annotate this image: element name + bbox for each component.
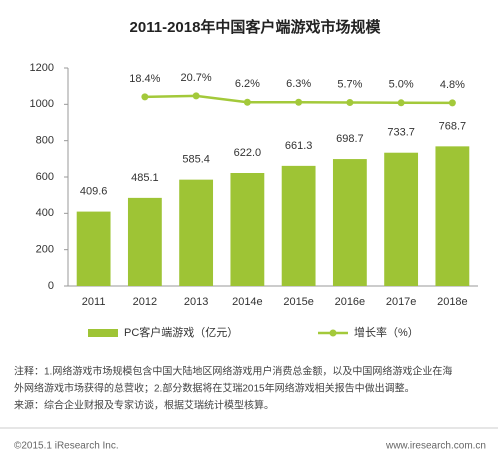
data-label: 409.6 bbox=[80, 185, 108, 197]
y-tick-label: 1000 bbox=[30, 98, 54, 110]
x-tick-label: 2017e bbox=[386, 296, 417, 308]
legend-swatch bbox=[329, 329, 337, 337]
bar bbox=[332, 159, 367, 286]
data-label: 585.4 bbox=[182, 154, 210, 166]
y-tick-label: 1200 bbox=[30, 62, 54, 74]
bar bbox=[179, 179, 214, 286]
note: 注释：1.网络游戏市场规模包含中国大陆地区网络游戏用户消费总金额，以及中国网络游… bbox=[14, 365, 452, 378]
x-tick-label: 2018e bbox=[437, 296, 468, 308]
data-label: 5.7% bbox=[337, 78, 362, 90]
x-tick-label: 2016e bbox=[335, 296, 366, 308]
y-tick-label: 400 bbox=[36, 207, 54, 219]
legend-label: PC客户端游戏（亿元） bbox=[124, 325, 238, 339]
bar bbox=[384, 152, 419, 286]
note: 来源：综合企业财报及专家访谈，根据艾瑞统计模型核算。 bbox=[14, 399, 274, 412]
chart-title: 2011-2018年中国客户端游戏市场规模 bbox=[130, 18, 382, 36]
data-label: 6.3% bbox=[286, 78, 311, 90]
y-tick-label: 0 bbox=[48, 280, 54, 292]
x-tick-label: 2012 bbox=[133, 296, 157, 308]
data-label: 733.7 bbox=[387, 127, 415, 139]
x-tick-label: 2015e bbox=[283, 296, 314, 308]
bar bbox=[281, 165, 316, 286]
line-marker bbox=[346, 98, 354, 106]
bar bbox=[76, 211, 111, 286]
bar bbox=[435, 146, 470, 286]
line-marker bbox=[192, 92, 200, 100]
data-label: 485.1 bbox=[131, 172, 159, 184]
line-marker bbox=[448, 99, 456, 107]
data-label: 661.3 bbox=[285, 140, 313, 152]
line-marker bbox=[295, 98, 303, 106]
copyright: ©2015.1 iResearch Inc. bbox=[14, 441, 119, 452]
x-tick-label: 2014e bbox=[232, 296, 263, 308]
line-marker bbox=[397, 99, 405, 107]
data-label: 18.4% bbox=[129, 73, 160, 85]
data-label: 20.7% bbox=[181, 72, 212, 84]
data-label: 768.7 bbox=[439, 120, 467, 132]
note: 外网络游戏市场获得的总营收；2.部分数据将在艾瑞2015年网络游戏相关报告中做出… bbox=[14, 382, 415, 395]
site: www.iresearch.com.cn bbox=[385, 441, 486, 452]
legend-label: 增长率（%） bbox=[354, 325, 419, 339]
bar bbox=[230, 173, 265, 286]
legend-swatch bbox=[88, 329, 118, 337]
data-label: 698.7 bbox=[336, 133, 364, 145]
line-marker bbox=[243, 98, 251, 106]
bar bbox=[127, 197, 162, 286]
y-tick-label: 800 bbox=[36, 135, 54, 147]
data-label: 6.2% bbox=[235, 78, 260, 90]
y-tick-label: 200 bbox=[36, 244, 54, 256]
data-label: 5.0% bbox=[389, 79, 414, 91]
x-tick-label: 2011 bbox=[82, 296, 106, 308]
y-tick-label: 600 bbox=[36, 171, 54, 183]
data-label: 4.8% bbox=[440, 79, 465, 91]
x-tick-label: 2013 bbox=[184, 296, 208, 308]
line-marker bbox=[141, 93, 149, 101]
data-label: 622.0 bbox=[234, 147, 262, 159]
